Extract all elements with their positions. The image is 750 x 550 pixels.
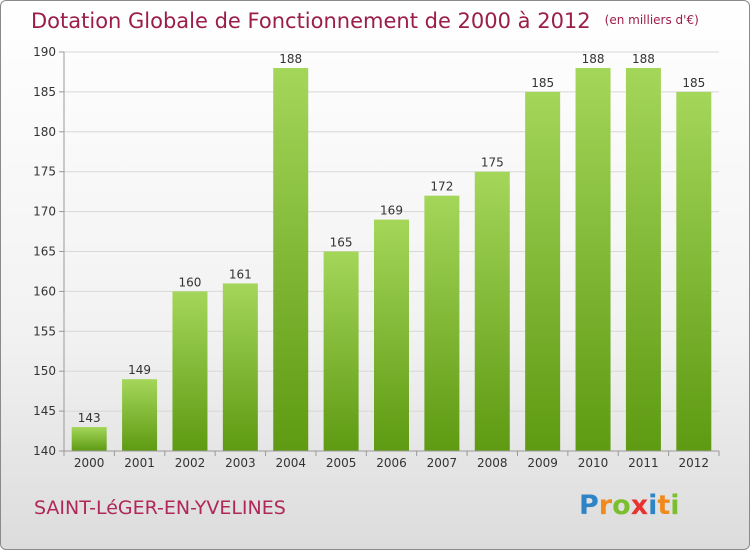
bar-2011 (625, 67, 661, 452)
logo-letter: r (598, 490, 613, 521)
data-label-2002: 160 (179, 275, 202, 289)
bar-2009 (525, 91, 561, 452)
chart-subtitle: (en milliers d'€) (604, 13, 699, 27)
logo-letter: P (579, 490, 599, 521)
bar-2008 (474, 171, 510, 451)
bar-2000 (71, 427, 107, 451)
x-tick-label-2011: 2011 (628, 456, 659, 470)
data-label-2008: 175 (481, 156, 504, 170)
commune-name: SAINT-LéGER-EN-YVELINES (34, 497, 286, 519)
title-text: Dotation Globale de Fonctionnement de 20… (31, 9, 591, 33)
bar-2006 (374, 219, 409, 451)
y-tick-label: 175 (33, 165, 56, 179)
bar-2010 (575, 67, 611, 452)
data-label-2012: 185 (682, 76, 705, 90)
y-tick-label: 185 (33, 85, 56, 99)
y-tick-label: 140 (33, 444, 56, 458)
x-tick-label-2012: 2012 (679, 456, 710, 470)
data-label-2011: 188 (632, 52, 655, 66)
x-tick-label-2005: 2005 (326, 456, 357, 470)
axes (59, 51, 720, 456)
y-tick-label: 150 (33, 364, 56, 378)
data-label-2010: 188 (582, 52, 605, 66)
logo-letter: x (630, 490, 649, 521)
x-tick-label-2004: 2004 (275, 456, 306, 470)
bar-2005 (323, 251, 359, 451)
x-tick-label-2006: 2006 (376, 456, 407, 470)
x-tick-label-2003: 2003 (225, 456, 256, 470)
bar-2004 (273, 67, 309, 452)
x-tick-label-2001: 2001 (124, 456, 155, 470)
labels: 140 145 150 155 160 165 170 175 180 185 190 143 2000… (33, 45, 709, 470)
y-tick-label: 155 (33, 324, 56, 338)
data-label-2004: 188 (279, 52, 302, 66)
bars (71, 67, 712, 452)
logo-letter: t (657, 490, 671, 521)
data-label-2009: 185 (531, 76, 554, 90)
logo-letter: o (612, 490, 631, 521)
data-label-2005: 165 (330, 236, 353, 250)
x-tick-label-2008: 2008 (477, 456, 508, 470)
y-tick-label: 190 (33, 45, 56, 59)
y-tick-label: 160 (33, 284, 56, 298)
bar-2002 (172, 291, 208, 451)
x-tick-label-2007: 2007 (427, 456, 458, 470)
y-tick-label: 145 (33, 404, 56, 418)
bar-2007 (424, 195, 460, 451)
x-tick-label-2002: 2002 (175, 456, 206, 470)
x-tick-label-2000: 2000 (74, 456, 105, 470)
data-label-2007: 172 (430, 180, 453, 194)
y-tick-label: 165 (33, 245, 56, 259)
bar-2003 (222, 283, 258, 451)
data-label-2003: 161 (229, 267, 252, 281)
x-tick-label-2009: 2009 (527, 456, 558, 470)
y-tick-label: 170 (33, 205, 56, 219)
x-tick-label-2010: 2010 (578, 456, 609, 470)
y-tick-label: 180 (33, 125, 56, 139)
bar-2001 (122, 379, 158, 451)
bar-2012 (676, 91, 712, 452)
data-label-2006: 169 (380, 204, 403, 218)
chart-title: Dotation Globale de Fonctionnement de 20… (31, 9, 699, 33)
data-label-2000: 143 (78, 411, 101, 425)
logo-letter: i (648, 490, 658, 521)
data-label-2001: 149 (128, 363, 151, 377)
proxiti-logo: Proxiti (579, 490, 680, 521)
logo-letter: i (670, 490, 680, 521)
